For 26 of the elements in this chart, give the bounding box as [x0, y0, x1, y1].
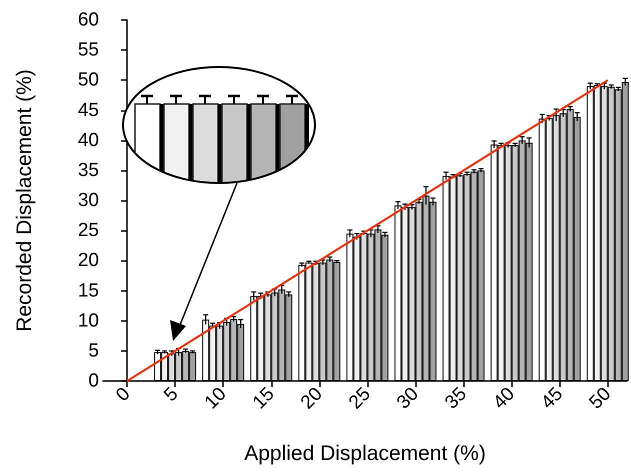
y-tick-label: 25 — [78, 220, 99, 242]
x-axis-title: Applied Displacement (%) — [244, 442, 486, 465]
x-tick-label: 40 — [489, 384, 520, 414]
y-tick-label: 45 — [78, 100, 99, 121]
x-tick-label: 15 — [248, 384, 279, 414]
x-tick-label: 20 — [296, 384, 327, 414]
y-tick-label: 55 — [78, 40, 99, 61]
y-tick-label: 50 — [78, 70, 99, 91]
y-axis-title: Recorded Displacement (%) — [13, 69, 36, 332]
y-tick-label: 40 — [78, 130, 99, 151]
x-tick-label: 0 — [112, 384, 134, 406]
y-tick-label: 60 — [78, 10, 99, 30]
y-tick-label: 35 — [78, 160, 99, 181]
y-tick-label: 10 — [78, 310, 99, 332]
x-tick-label: 35 — [441, 384, 471, 414]
y-tick-label: 20 — [78, 250, 99, 272]
x-tick-label: 5 — [160, 384, 183, 406]
x-tick-label: 10 — [200, 384, 231, 414]
y-tick-label: 5 — [88, 340, 99, 362]
x-tick-label: 50 — [585, 384, 616, 414]
y-tick-label: 30 — [78, 190, 99, 211]
x-tick-label: 45 — [537, 384, 568, 414]
x-tick-label: 30 — [393, 384, 423, 414]
y-tick-label: 0 — [88, 370, 99, 392]
x-tick-label: 25 — [345, 384, 375, 414]
y-tick-label: 15 — [78, 280, 99, 302]
